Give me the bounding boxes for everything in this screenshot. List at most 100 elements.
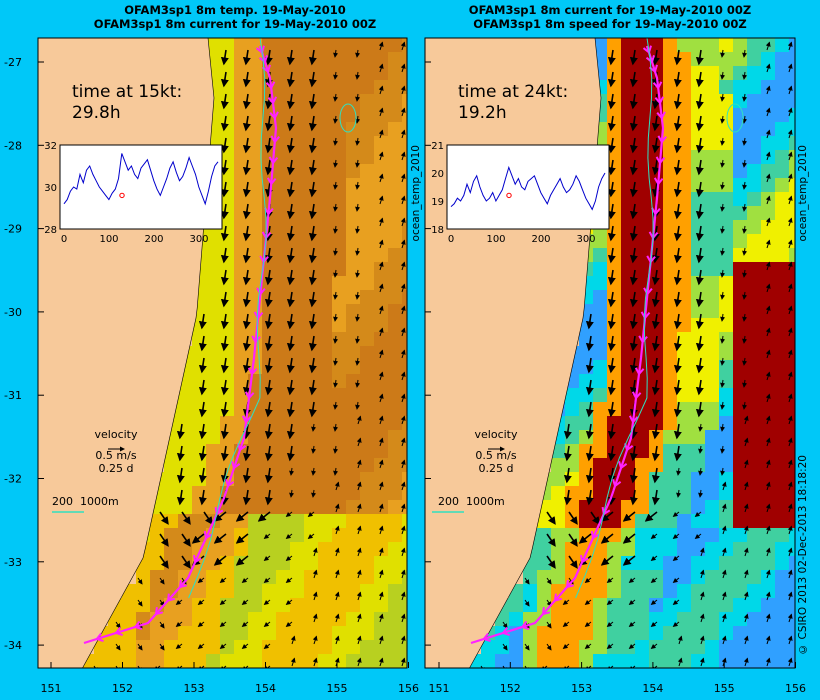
current-vector [584, 665, 592, 668]
current-vector [198, 357, 207, 374]
current-vector [334, 503, 340, 513]
current-vector [400, 657, 406, 667]
route-chevron [631, 391, 642, 400]
y-tick-label: -34 [4, 639, 22, 652]
current-vector [695, 247, 704, 264]
current-vector [242, 445, 251, 462]
right-time-label: time at 24kt: 19.2h [458, 82, 569, 123]
current-vector [743, 547, 749, 557]
current-vector [378, 41, 384, 51]
current-vector [607, 247, 616, 264]
current-vector [695, 181, 704, 198]
current-vector [290, 657, 296, 667]
current-vector [562, 665, 570, 668]
current-vector [333, 269, 339, 278]
current-vector [378, 613, 384, 623]
inset-xtick-label: 200 [144, 234, 163, 245]
current-vector [333, 445, 339, 454]
current-vector [673, 357, 682, 374]
current-vector [584, 621, 592, 628]
current-vector [695, 313, 704, 330]
route-chevron [258, 55, 268, 64]
y-tick-label: -31 [4, 389, 22, 402]
route-chevron [237, 443, 247, 452]
current-vector [765, 591, 771, 601]
current-vector [524, 577, 530, 585]
current-vector [607, 115, 616, 132]
current-vector [355, 379, 361, 388]
current-vector [765, 283, 771, 293]
current-vector [220, 467, 229, 484]
current-vector [333, 93, 339, 102]
current-vector [546, 555, 556, 569]
x-tick-label: 154 [642, 682, 663, 695]
current-vector [651, 93, 660, 110]
current-vector [695, 159, 704, 176]
current-vector [311, 467, 317, 476]
current-vector [695, 225, 704, 242]
current-vector [378, 437, 384, 447]
current-vector [720, 357, 726, 366]
current-vector [356, 591, 362, 601]
current-vector [308, 269, 317, 286]
route-chevron [640, 311, 651, 320]
current-vector [720, 335, 726, 344]
current-vector [137, 643, 143, 651]
current-vector [356, 437, 362, 447]
current-vector [400, 107, 406, 117]
current-vector [622, 533, 636, 544]
left-side-label: ocean_temp_2010 [410, 145, 422, 242]
eddy-contour [726, 103, 744, 133]
inset-plot [446, 144, 610, 230]
x-tick-label: 151 [41, 682, 62, 695]
current-vector [695, 357, 704, 374]
current-vector [721, 547, 727, 557]
current-vector [264, 269, 273, 286]
current-vector [607, 423, 616, 440]
current-vector [651, 313, 660, 330]
current-vector [400, 437, 406, 447]
y-tick-label: -29 [4, 223, 22, 236]
current-vector [765, 239, 771, 249]
current-vector [699, 547, 705, 557]
current-vector [721, 635, 727, 645]
current-vector [720, 291, 726, 300]
current-vector [153, 665, 161, 668]
current-vector [698, 423, 704, 432]
current-vector [242, 247, 251, 264]
current-vector [622, 511, 636, 522]
current-vector [629, 291, 638, 308]
current-vector [699, 613, 705, 623]
current-vector [378, 525, 384, 535]
current-vector [308, 71, 317, 88]
current-vector [242, 467, 251, 484]
current-vector [264, 137, 273, 154]
current-vector [628, 577, 636, 584]
current-vector [333, 71, 339, 80]
current-vector [629, 269, 638, 286]
current-vector [765, 635, 771, 645]
current-vector [334, 569, 340, 579]
current-vector [650, 643, 658, 650]
current-vector [765, 525, 771, 535]
current-vector [378, 129, 384, 139]
current-vector [676, 467, 682, 476]
current-vector [629, 445, 638, 462]
current-vector [115, 643, 121, 651]
current-vector [334, 591, 340, 601]
current-vector [378, 305, 384, 315]
current-vector [137, 599, 143, 607]
current-vector [699, 657, 705, 667]
current-vector [308, 313, 317, 330]
current-vector [787, 85, 793, 95]
route-chevron [166, 593, 176, 602]
current-vector [220, 423, 229, 440]
route-chevron [618, 461, 628, 470]
current-vector [400, 283, 406, 293]
current-vector [400, 393, 406, 403]
current-vector [765, 657, 771, 667]
current-vector [334, 481, 340, 491]
current-vector [546, 643, 552, 651]
current-vector [765, 459, 771, 469]
current-vector [241, 643, 249, 650]
